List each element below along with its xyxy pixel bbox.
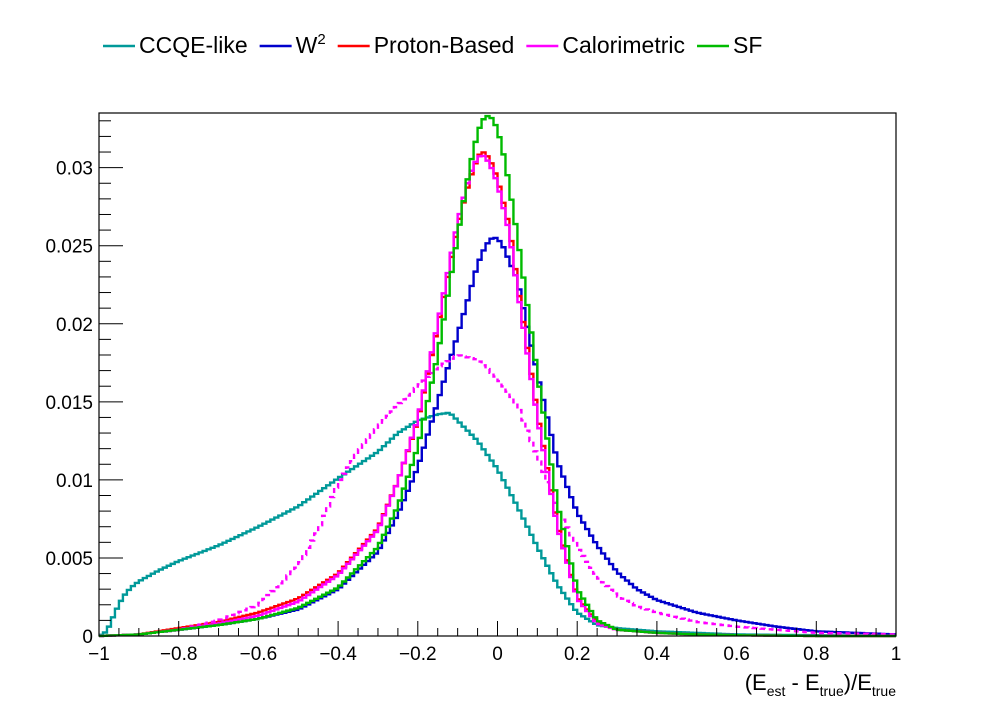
legend-item-calorimetric: Calorimetric — [526, 32, 685, 58]
legend-label: SF — [733, 32, 762, 58]
x-tick-label: −0.8 — [160, 644, 198, 665]
x-axis-title: (Eest - Etrue)/Etrue — [745, 670, 897, 699]
x-tick-label: 0.6 — [723, 644, 749, 665]
y-tick-label: 0.005 — [45, 549, 93, 570]
x-tick-label: 0.2 — [564, 644, 590, 665]
legend-item-ccqe-like: CCQE-like — [103, 32, 248, 58]
y-tick-label: 0.03 — [56, 159, 93, 180]
x-tick-label: 1 — [891, 644, 902, 665]
series-ccqe-like — [99, 411, 896, 638]
x-tick-label: −0.6 — [240, 644, 278, 665]
series-calorimetric — [99, 154, 896, 638]
y-tick-label: 0.02 — [56, 315, 93, 336]
legend-label: Proton-Based — [374, 32, 515, 58]
x-tick-label: −0.4 — [319, 644, 357, 665]
legend-label: W2 — [296, 31, 326, 58]
x-tick-label: −1 — [88, 644, 110, 665]
x-axis: −1 −0.8 −0.6 −0.4 −0.2 0 0.2 0.4 0.6 0.8 1 — [88, 621, 901, 665]
y-tick-label: 0.015 — [45, 393, 93, 414]
legend-label: Calorimetric — [562, 32, 685, 58]
legend-label: CCQE-like — [139, 32, 248, 58]
legend: CCQE-like W2 Proton-Based Calorimetric SF — [103, 31, 762, 58]
y-tick-label: 0 — [82, 627, 93, 648]
x-tick-label: 0.4 — [644, 644, 671, 665]
legend-item-w: W2 — [259, 31, 326, 58]
series-layer — [99, 114, 896, 638]
legend-item-sf: SF — [697, 32, 762, 58]
series-w — [99, 236, 896, 638]
series-calorimetric-dashed — [99, 354, 896, 638]
y-tick-label: 0.025 — [45, 237, 93, 258]
x-tick-label: −0.2 — [399, 644, 437, 665]
series-sf — [99, 114, 896, 638]
x-tick-label: 0 — [492, 644, 503, 665]
y-tick-label: 0.01 — [56, 471, 93, 492]
series-proton-based — [99, 151, 896, 638]
x-tick-label: 0.8 — [803, 644, 829, 665]
legend-item-proton-based: Proton-Based — [337, 32, 515, 58]
y-axis: 0 0.005 0.01 0.015 0.02 0.025 0.03 — [45, 120, 123, 648]
